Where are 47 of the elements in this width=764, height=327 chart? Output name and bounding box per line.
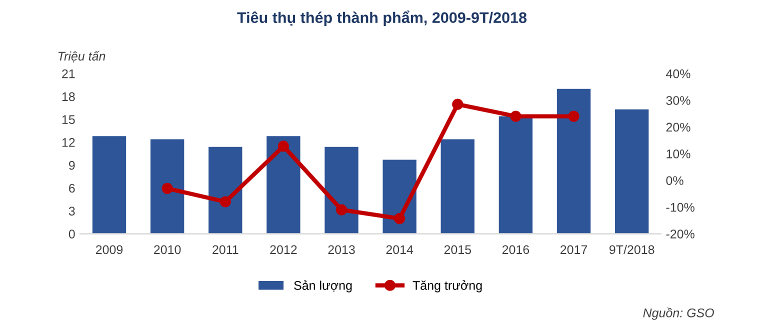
bar [150, 139, 184, 234]
y2-tick-label: 0% [666, 176, 684, 186]
y2-tick-label: -10% [666, 202, 694, 212]
bar [498, 116, 533, 234]
x-tick-label: 2016 [502, 245, 530, 254]
bar [556, 88, 591, 234]
point [336, 204, 348, 216]
bar [324, 146, 358, 234]
y2-tick-label: 10% [666, 149, 690, 158]
y-tick-label: 6 [69, 184, 75, 193]
point [220, 196, 231, 208]
bar [208, 146, 242, 234]
y2-tick-label: 20% [666, 122, 690, 132]
bar [266, 136, 300, 234]
x-tick-label: 2009 [96, 245, 123, 254]
bar [92, 136, 126, 234]
legend-label: Tăng trưởng [412, 280, 482, 292]
x-tick-label: 2017 [560, 245, 588, 254]
x-tick-label: 2014 [386, 245, 414, 254]
x-tick-label: 2012 [270, 245, 297, 254]
x-tick-label: 2011 [212, 245, 238, 254]
y-tick-label: 12 [62, 138, 75, 147]
bar [614, 109, 649, 234]
y2-tick-label: -20% [666, 230, 694, 238]
y-axis-title: Triệu tấn [58, 50, 106, 62]
y-tick-label: 3 [68, 206, 75, 216]
bar [440, 139, 474, 234]
x-tick-label: 2015 [444, 245, 472, 254]
point [278, 140, 289, 152]
x-tick-label: 2010 [154, 245, 181, 254]
chart-title: Tiêu thụ thép thành phẩm, 2009-9T/2018 [237, 10, 527, 26]
y2-tick-label: 40% [666, 69, 690, 78]
point [394, 213, 406, 224]
y-tick-label: 18 [62, 92, 75, 102]
legend-label: Sản lượng [294, 280, 352, 292]
text: Nguồn: GSO [643, 308, 714, 320]
y2-tick-label: 30% [666, 96, 690, 105]
y-tick-label: 9 [68, 160, 75, 170]
y-tick-label: 15 [62, 115, 75, 124]
x-tick-label: 9T/2018 [609, 244, 654, 254]
point [510, 110, 522, 122]
point [452, 98, 464, 110]
x-tick-label: 2013 [328, 245, 355, 254]
y-tick-label: 0 [68, 230, 75, 238]
y-tick-label: 21 [62, 69, 75, 78]
point [568, 110, 580, 122]
point [162, 182, 173, 194]
